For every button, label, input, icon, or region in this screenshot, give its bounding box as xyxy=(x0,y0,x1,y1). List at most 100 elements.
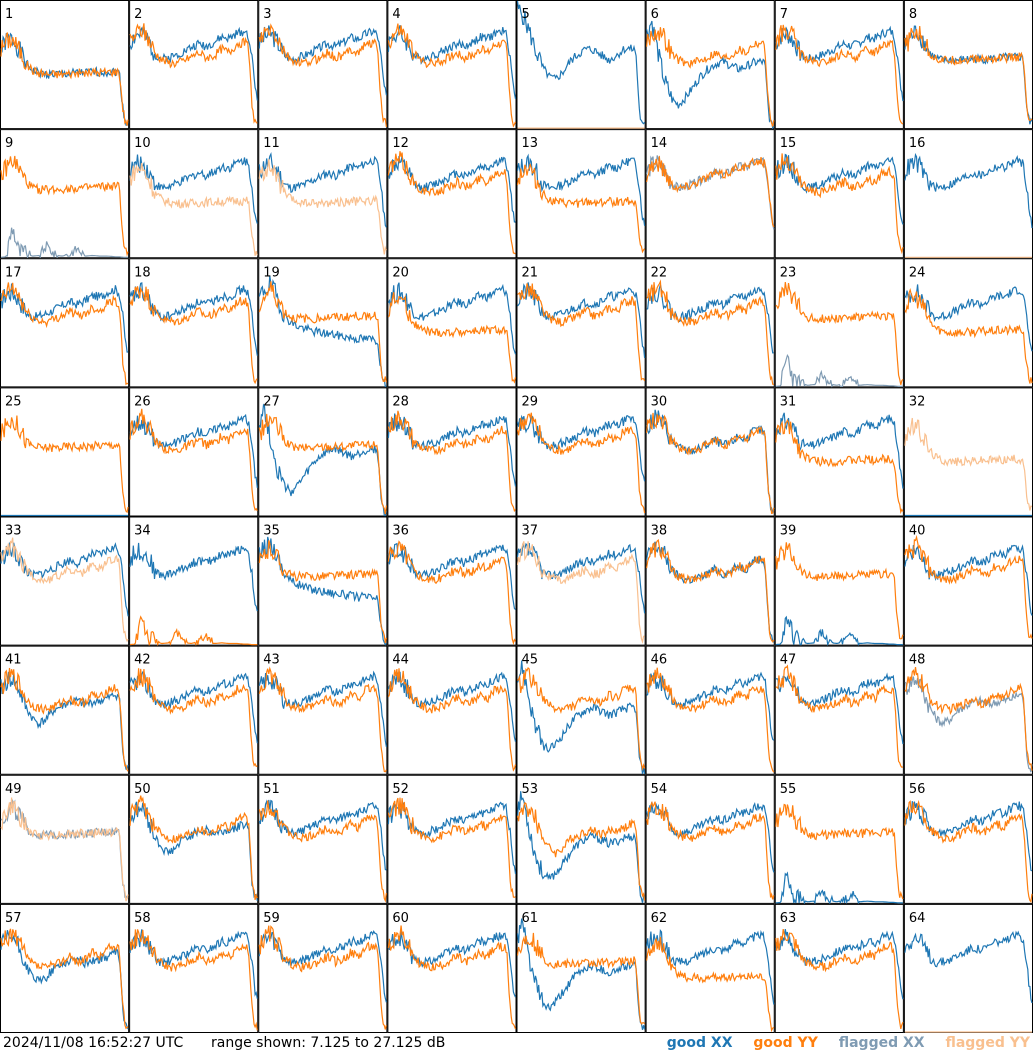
series-xx-line xyxy=(258,670,387,748)
panel-frame xyxy=(516,387,646,517)
panel-43: 43 xyxy=(258,645,388,775)
panel-50: 50 xyxy=(129,774,259,904)
panel-label: 20 xyxy=(392,265,409,280)
panel-44: 44 xyxy=(387,645,517,775)
panel-frame xyxy=(903,516,1033,646)
series-xx-line xyxy=(258,403,387,517)
series-yy-line xyxy=(516,801,646,901)
panel-frame xyxy=(387,516,517,646)
panel-61: 61 xyxy=(516,903,646,1033)
range-shown: range shown: 7.125 to 27.125 dB xyxy=(211,1035,446,1051)
series-xx-line xyxy=(0,283,129,353)
panel-38: 38 xyxy=(645,516,775,646)
series-yy-line xyxy=(387,540,517,646)
series-xx-line xyxy=(129,671,258,744)
panel-label: 38 xyxy=(651,524,668,539)
panel-label: 3 xyxy=(263,7,271,22)
panel-57: 57 xyxy=(0,903,130,1033)
panel-frame xyxy=(645,258,775,388)
panel-23: 23 xyxy=(774,258,904,389)
panel-frame xyxy=(774,774,904,904)
series-yy-line xyxy=(258,925,387,1030)
series-xx-line xyxy=(904,801,1033,872)
panel-label: 8 xyxy=(909,7,917,22)
panel-frame xyxy=(258,0,388,130)
series-yy-line xyxy=(130,615,258,647)
panel-label: 30 xyxy=(651,394,668,409)
panel-13: 13 xyxy=(516,129,646,259)
series-yy-line xyxy=(129,23,258,124)
panel-frame xyxy=(516,258,646,388)
panel-42: 42 xyxy=(129,645,259,775)
panel-label: 45 xyxy=(522,653,539,668)
series-yy-line xyxy=(775,542,904,640)
panel-label: 2 xyxy=(134,7,142,22)
series-xx-line xyxy=(0,671,129,770)
panel-26: 26 xyxy=(129,387,259,517)
series-xx-line xyxy=(129,282,258,356)
panel-label: 59 xyxy=(263,911,280,926)
panel-label: 9 xyxy=(5,136,13,151)
series-xx-line xyxy=(516,660,646,774)
panel-frame xyxy=(258,645,388,775)
panel-frame xyxy=(516,0,646,130)
panel-frame xyxy=(774,387,904,517)
panel-label: 10 xyxy=(134,136,151,151)
series-xx-line xyxy=(517,282,646,359)
panel-frame xyxy=(258,903,388,1033)
series-xx-line xyxy=(129,542,258,612)
panel-frame xyxy=(516,516,646,646)
series-yy-line xyxy=(258,540,387,644)
panel-label: 6 xyxy=(651,7,659,22)
panel-label: 53 xyxy=(522,782,539,797)
series-xx-line xyxy=(258,536,387,646)
panel-frame xyxy=(645,0,775,130)
series-xx-line xyxy=(129,801,258,901)
panel-49: 49 xyxy=(0,774,130,904)
panel-label: 22 xyxy=(651,265,668,280)
series-yy-line xyxy=(646,156,775,228)
panel-frame xyxy=(387,774,517,904)
series-yy-line xyxy=(0,32,129,126)
series-yy-line xyxy=(0,797,129,902)
panel-frame xyxy=(387,0,517,130)
panel-label: 27 xyxy=(263,394,280,409)
panel-frame xyxy=(645,129,775,259)
panel-label: 58 xyxy=(134,911,151,926)
series-xx-line xyxy=(646,20,775,130)
series-yy-line xyxy=(646,412,775,515)
series-yy-line xyxy=(129,408,258,512)
panel-58: 58 xyxy=(129,903,259,1033)
series-xx-line xyxy=(387,25,517,100)
series-xx-line xyxy=(0,542,129,617)
panel-frame xyxy=(129,387,259,517)
panel-46: 46 xyxy=(645,645,775,775)
panel-34: 34 xyxy=(129,516,259,647)
panel-label: 26 xyxy=(134,394,151,409)
series-yy-line xyxy=(258,281,387,383)
panel-label: 35 xyxy=(263,524,280,539)
series-yy-line xyxy=(0,155,129,257)
series-yy-line xyxy=(387,292,517,384)
panel-10: 10 xyxy=(129,129,259,259)
series-yy-line xyxy=(129,162,258,256)
legend: good XX good YY flagged XX flagged YY xyxy=(651,1033,1030,1053)
panel-52: 52 xyxy=(387,774,517,904)
series-xx-line xyxy=(258,799,387,871)
panel-label: 31 xyxy=(780,394,797,409)
series-yy-line xyxy=(775,24,904,125)
panel-label: 21 xyxy=(522,265,539,280)
panel-28: 28 xyxy=(387,387,517,517)
footer: 2024/11/08 16:52:27 UTC range shown: 7.1… xyxy=(0,1033,1033,1053)
series-yy-line xyxy=(387,23,517,128)
panel-label: 47 xyxy=(780,653,797,668)
series-xx-line xyxy=(387,413,517,487)
panel-64: 64 xyxy=(903,903,1033,1033)
panel-label: 52 xyxy=(392,782,409,797)
panel-label: 18 xyxy=(134,265,151,280)
panel-frame xyxy=(0,516,130,646)
panel-frame xyxy=(0,129,130,259)
legend-flagged-yy: flagged YY xyxy=(945,1035,1030,1051)
series-xx-line xyxy=(904,544,1033,616)
panel-47: 47 xyxy=(774,645,904,775)
